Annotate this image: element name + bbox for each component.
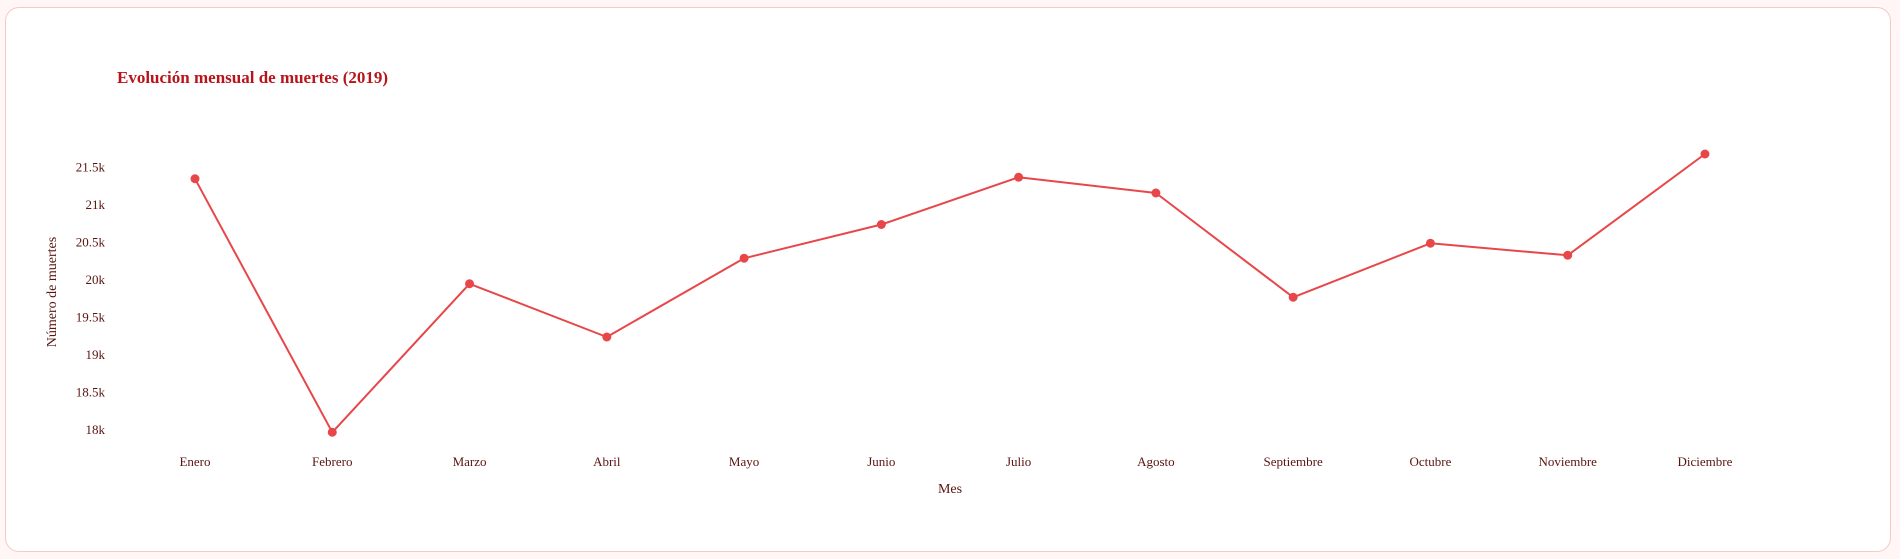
y-axis-ticks: 18k 18.5k 19k 19.5k 20k 20.5k 21k 21.5k [76,160,106,438]
y-axis-label: Número de muertes [45,237,60,347]
data-point[interactable] [602,332,612,342]
y-tick-label: 20k [86,272,106,287]
chart-title: Evolución mensual de muertes (2019) [117,68,388,87]
data-point[interactable] [1700,149,1710,159]
data-point[interactable] [190,174,200,184]
x-axis-label: Mes [938,482,962,497]
data-point[interactable] [1014,172,1024,182]
data-point[interactable] [1151,188,1161,198]
x-axis-ticks: Enero Febrero Marzo Abril Mayo Junio Julio Agos… [179,454,1732,469]
data-point[interactable] [1425,238,1435,248]
x-tick-label: Junio [867,454,895,469]
x-tick-label: Abril [593,454,621,469]
y-tick-label: 21k [86,197,106,212]
chart-card [5,7,1891,552]
x-tick-label: Enero [179,454,210,469]
y-tick-label: 18.5k [76,385,106,400]
y-tick-label: 20.5k [76,235,106,250]
y-tick-label: 19.5k [76,310,106,325]
data-point[interactable] [876,220,886,229]
x-tick-label: Julio [1006,454,1031,469]
x-tick-label: Diciembre [1678,454,1733,469]
y-tick-label: 21.5k [76,160,106,175]
x-tick-label: Octubre [1409,454,1451,469]
data-point[interactable] [327,427,337,437]
series-line [194,153,1706,434]
data-point[interactable] [1288,292,1298,302]
x-tick-label: Febrero [312,454,352,469]
data-point[interactable] [465,279,475,289]
y-tick-label: 19k [86,347,106,362]
x-tick-label: Septiembre [1264,454,1323,469]
y-tick-label: 18k [86,422,106,437]
x-tick-label: Noviembre [1538,454,1597,469]
x-tick-label: Agosto [1137,454,1175,469]
data-point[interactable] [1563,250,1573,260]
x-tick-label: Mayo [729,454,759,469]
data-points [190,149,1710,437]
x-tick-label: Marzo [453,454,487,469]
data-point[interactable] [739,253,749,263]
